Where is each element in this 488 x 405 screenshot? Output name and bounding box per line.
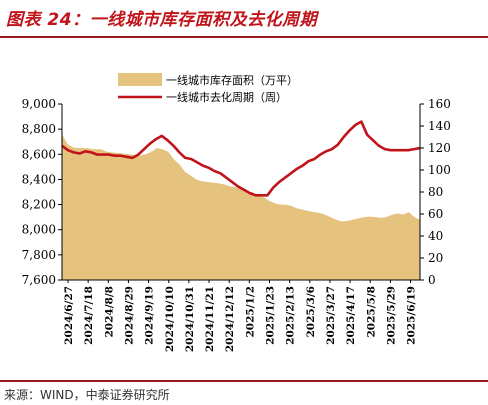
x-axis-tick-label: 2025/1/23 (265, 286, 277, 345)
x-axis-tick-label: 2024/12/12 (224, 286, 236, 352)
x-axis-tick-label: 2024/9/19 (144, 286, 156, 345)
left-axis-tick-label: 8,400 (22, 172, 56, 186)
left-axis-tick-label: 7,800 (22, 248, 56, 262)
right-axis-tick-label: 160 (428, 97, 451, 111)
left-axis-tick-label: 7,600 (22, 273, 56, 287)
right-axis-tick-label: 80 (428, 185, 443, 199)
right-axis-tick-label: 100 (428, 163, 451, 177)
chart-title: 图表 24：一线城市库存面积及去化周期 (6, 10, 318, 30)
x-axis-tick-label: 2025/5/29 (385, 286, 397, 345)
x-axis-tick-label: 2024/8/8 (103, 286, 115, 338)
right-axis-tick-label: 120 (428, 141, 451, 155)
source-rule (0, 380, 488, 382)
series-area-inventory (62, 134, 420, 280)
right-axis-tick-label: 40 (428, 229, 443, 243)
left-axis-tick-label: 9,000 (22, 97, 56, 111)
x-axis-tick-label: 2024/10/31 (184, 286, 196, 352)
chart-area: 7,600 7,800 8,000 8,200 8,400 8,600 8,800 9,000… (22, 73, 451, 352)
left-axis-tick-label: 8,600 (22, 147, 56, 161)
x-axis-tick-label: 2024/7/18 (83, 286, 95, 345)
left-axis-tick-label: 8,800 (22, 122, 56, 136)
title-rule (0, 36, 488, 38)
right-axis-tick-label: 20 (428, 251, 443, 265)
x-axis-tick-label: 2024/6/27 (63, 286, 75, 345)
legend-label-inventory: 一线城市库存面积（万平） (166, 73, 298, 87)
x-axis-tick-label: 2025/5/8 (365, 286, 377, 338)
x-axis-tick-label: 2025/4/17 (345, 286, 357, 345)
legend-swatch-inventory (118, 73, 162, 86)
right-axis-tick-label: 0 (428, 273, 436, 287)
x-axis-tick-label: 2024/8/29 (123, 286, 135, 345)
x-axis-tick-label: 2025/6/19 (406, 286, 418, 345)
series-line-turnover (62, 120, 420, 197)
x-axis-tick-label: 2025/3/6 (305, 286, 317, 338)
legend-label-turnover: 一线城市去化周期（周） (166, 90, 287, 104)
source-note: 来源：WIND，中泰证券研究所 (4, 388, 170, 402)
x-axis-tick-label: 2024/10/10 (164, 286, 176, 352)
left-axis-tick-label: 8,200 (22, 198, 56, 212)
x-axis-tick-label: 2024/11/21 (204, 286, 216, 352)
x-axis-tick-label: 2025/2/13 (285, 286, 297, 345)
right-axis-tick-label: 140 (428, 119, 451, 133)
x-axis-tick-label: 2025/1/2 (244, 286, 256, 338)
left-axis-tick-label: 8,000 (22, 223, 56, 237)
right-axis-tick-label: 60 (428, 207, 443, 221)
x-axis-tick-label: 2025/3/27 (325, 286, 337, 345)
